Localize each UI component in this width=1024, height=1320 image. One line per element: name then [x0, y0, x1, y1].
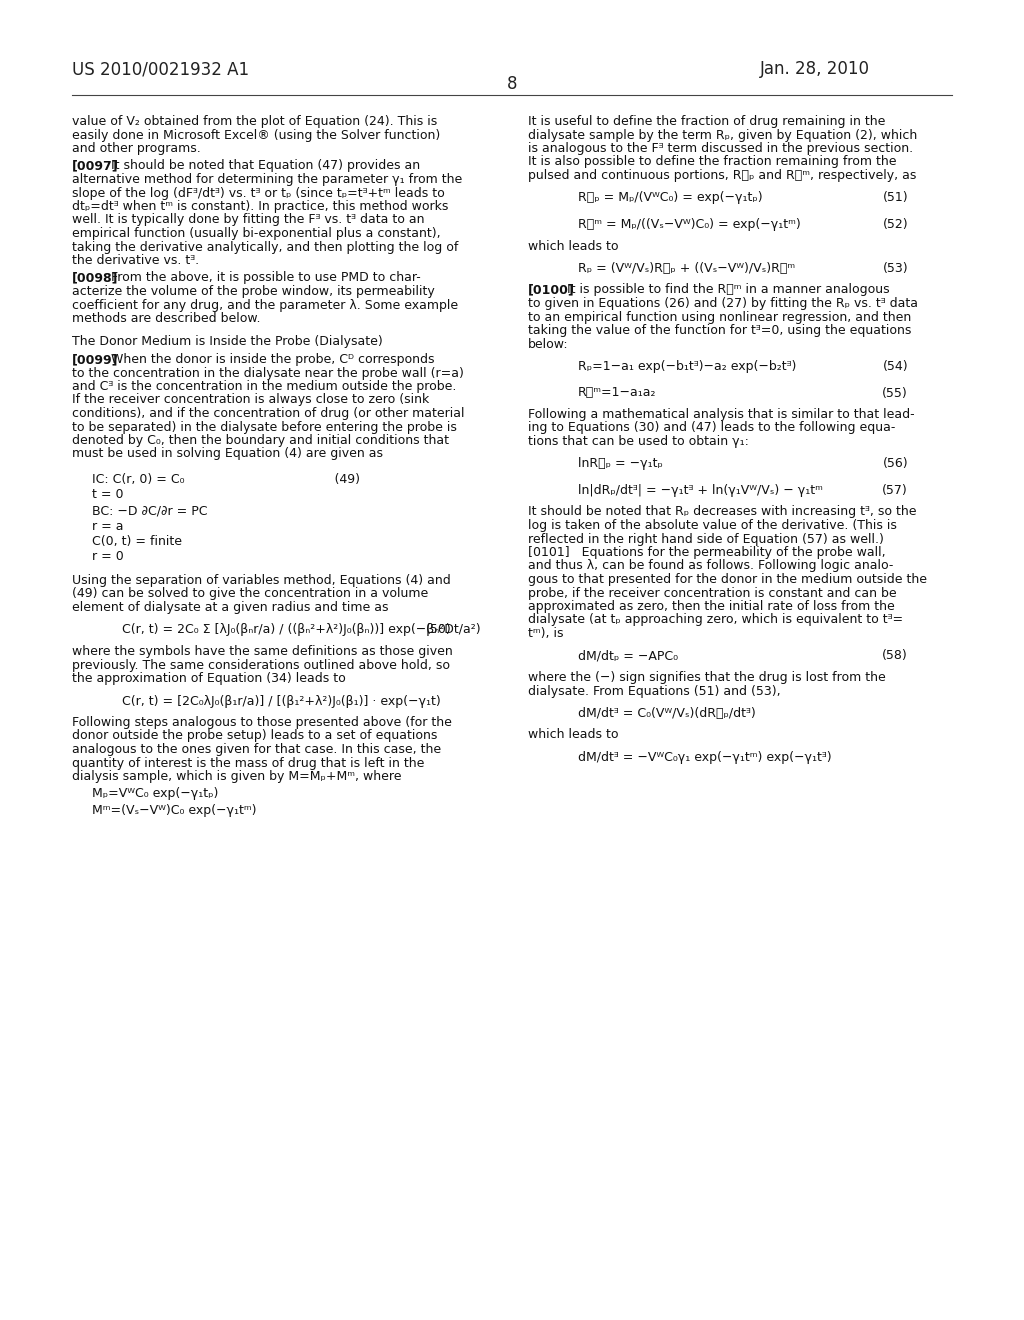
Text: (53): (53): [883, 261, 908, 275]
Text: It should be noted that Rₚ decreases with increasing tᴲ, so the: It should be noted that Rₚ decreases wit…: [528, 506, 916, 519]
Text: is analogous to the Fᴲ term discussed in the previous section.: is analogous to the Fᴲ term discussed in…: [528, 143, 913, 154]
Text: to the concentration in the dialysate near the probe wall (r=a): to the concentration in the dialysate ne…: [72, 367, 464, 380]
Text: and other programs.: and other programs.: [72, 143, 201, 154]
Text: reflected in the right hand side of Equation (57) as well.): reflected in the right hand side of Equa…: [528, 532, 884, 545]
Text: probe, if the receiver concentration is constant and can be: probe, if the receiver concentration is …: [528, 586, 897, 599]
Text: empirical function (usually bi-exponential plus a constant),: empirical function (usually bi-exponenti…: [72, 227, 440, 240]
Text: Mₚ=VᵂC₀ exp(−γ₁tₚ): Mₚ=VᵂC₀ exp(−γ₁tₚ): [92, 788, 218, 800]
Text: It is useful to define the fraction of drug remaining in the: It is useful to define the fraction of d…: [528, 115, 886, 128]
Text: Following steps analogous to those presented above (for the: Following steps analogous to those prese…: [72, 715, 452, 729]
Text: (56): (56): [883, 458, 908, 470]
Text: dM/dtᴲ = C₀(Vᵂ/Vₛ)(dR₟ₚ/dtᴲ): dM/dtᴲ = C₀(Vᵂ/Vₛ)(dR₟ₚ/dtᴲ): [578, 708, 756, 719]
Text: easily done in Microsoft Excel® (using the Solver function): easily done in Microsoft Excel® (using t…: [72, 128, 440, 141]
Text: tions that can be used to obtain γ₁:: tions that can be used to obtain γ₁:: [528, 436, 749, 447]
Text: ln|dRₚ/dtᴲ| = −γ₁tᴲ + ln(γ₁Vᵂ/Vₛ) − γ₁tᵐ: ln|dRₚ/dtᴲ| = −γ₁tᴲ + ln(γ₁Vᵂ/Vₛ) − γ₁tᵐ: [578, 484, 823, 498]
Text: R₟ᵐ = Mₚ/((Vₛ−Vᵂ)C₀) = exp(−γ₁tᵐ): R₟ᵐ = Mₚ/((Vₛ−Vᵂ)C₀) = exp(−γ₁tᵐ): [578, 218, 801, 231]
Text: below:: below:: [528, 338, 568, 351]
Text: C(r, t) = [2C₀λJ₀(β₁r/a)] / [(β₁²+λ²)J₀(β₁)] · exp(−γ₁t): C(r, t) = [2C₀λJ₀(β₁r/a)] / [(β₁²+λ²)J₀(…: [122, 694, 440, 708]
Text: analogous to the ones given for that case. In this case, the: analogous to the ones given for that cas…: [72, 743, 441, 756]
Text: [0098]: [0098]: [72, 272, 119, 285]
Text: Jan. 28, 2010: Jan. 28, 2010: [760, 59, 870, 78]
Text: alternative method for determining the parameter γ₁ from the: alternative method for determining the p…: [72, 173, 462, 186]
Text: IC: C(r, 0) = C₀            (49): IC: C(r, 0) = C₀ (49): [92, 473, 360, 486]
Text: tᵐ), is: tᵐ), is: [528, 627, 563, 640]
Text: [0101]   Equations for the permeability of the probe wall,: [0101] Equations for the permeability of…: [528, 546, 886, 558]
Text: [0097]: [0097]: [72, 160, 119, 173]
Text: (49) can be solved to give the concentration in a volume: (49) can be solved to give the concentra…: [72, 587, 428, 601]
Text: US 2010/0021932 A1: US 2010/0021932 A1: [72, 59, 249, 78]
Text: which leads to: which leads to: [528, 239, 618, 252]
Text: Mᵐ=(Vₛ−Vᵂ)C₀ exp(−γ₁tᵐ): Mᵐ=(Vₛ−Vᵂ)C₀ exp(−γ₁tᵐ): [92, 804, 256, 817]
Text: donor outside the probe setup) leads to a set of equations: donor outside the probe setup) leads to …: [72, 730, 437, 742]
Text: taking the derivative analytically, and then plotting the log of: taking the derivative analytically, and …: [72, 240, 459, 253]
Text: quantity of interest is the mass of drug that is left in the: quantity of interest is the mass of drug…: [72, 756, 424, 770]
Text: dialysate. From Equations (51) and (53),: dialysate. From Equations (51) and (53),: [528, 685, 780, 697]
Text: (52): (52): [883, 218, 908, 231]
Text: element of dialysate at a given radius and time as: element of dialysate at a given radius a…: [72, 601, 388, 614]
Text: ing to Equations (30) and (47) leads to the following equa-: ing to Equations (30) and (47) leads to …: [528, 421, 895, 434]
Text: [0099]: [0099]: [72, 352, 119, 366]
Text: denoted by C₀, then the boundary and initial conditions that: denoted by C₀, then the boundary and ini…: [72, 434, 449, 447]
Text: the approximation of Equation (34) leads to: the approximation of Equation (34) leads…: [72, 672, 346, 685]
Text: t = 0: t = 0: [92, 488, 124, 502]
Text: r = 0: r = 0: [92, 550, 124, 564]
Text: pulsed and continuous portions, R₟ₚ and R₟ᵐ, respectively, as: pulsed and continuous portions, R₟ₚ and …: [528, 169, 916, 182]
Text: (58): (58): [883, 649, 908, 663]
Text: Rₚ = (Vᵂ/Vₛ)R₟ₚ + ((Vₛ−Vᵂ)/Vₛ)R₟ᵐ: Rₚ = (Vᵂ/Vₛ)R₟ₚ + ((Vₛ−Vᵂ)/Vₛ)R₟ᵐ: [578, 261, 795, 275]
Text: dialysate sample by the term Rₚ, given by Equation (2), which: dialysate sample by the term Rₚ, given b…: [528, 128, 918, 141]
Text: log is taken of the absolute value of the derivative. (This is: log is taken of the absolute value of th…: [528, 519, 897, 532]
Text: methods are described below.: methods are described below.: [72, 312, 260, 325]
Text: to be separated) in the dialysate before entering the probe is: to be separated) in the dialysate before…: [72, 421, 457, 433]
Text: R₟ₚ = Mₚ/(VᵂC₀) = exp(−γ₁tₚ): R₟ₚ = Mₚ/(VᵂC₀) = exp(−γ₁tₚ): [578, 191, 763, 205]
Text: (54): (54): [883, 360, 908, 374]
Text: When the donor is inside the probe, Cᴰ corresponds: When the donor is inside the probe, Cᴰ c…: [111, 352, 434, 366]
Text: It should be noted that Equation (47) provides an: It should be noted that Equation (47) pr…: [111, 160, 420, 173]
Text: must be used in solving Equation (4) are given as: must be used in solving Equation (4) are…: [72, 447, 383, 461]
Text: (51): (51): [883, 191, 908, 205]
Text: where the (−) sign signifies that the drug is lost from the: where the (−) sign signifies that the dr…: [528, 671, 886, 684]
Text: [0100]: [0100]: [528, 284, 574, 297]
Text: It is possible to find the R₟ᵐ in a manner analogous: It is possible to find the R₟ᵐ in a mann…: [567, 284, 890, 297]
Text: previously. The same considerations outlined above hold, so: previously. The same considerations outl…: [72, 659, 450, 672]
Text: dialysis sample, which is given by M=Mₚ+Mᵐ, where: dialysis sample, which is given by M=Mₚ+…: [72, 770, 401, 783]
Text: C(0, t) = finite: C(0, t) = finite: [92, 535, 182, 548]
Text: acterize the volume of the probe window, its permeability: acterize the volume of the probe window,…: [72, 285, 435, 298]
Text: The Donor Medium is Inside the Probe (Dialysate): The Donor Medium is Inside the Probe (Di…: [72, 334, 383, 347]
Text: R₟ᵐ=1−a₁a₂: R₟ᵐ=1−a₁a₂: [578, 387, 656, 400]
Text: (55): (55): [883, 387, 908, 400]
Text: From the above, it is possible to use PMD to char-: From the above, it is possible to use PM…: [111, 272, 421, 285]
Text: to given in Equations (26) and (27) by fitting the Rₚ vs. tᴲ data: to given in Equations (26) and (27) by f…: [528, 297, 918, 310]
Text: Following a mathematical analysis that is similar to that lead-: Following a mathematical analysis that i…: [528, 408, 914, 421]
Text: gous to that presented for the donor in the medium outside the: gous to that presented for the donor in …: [528, 573, 927, 586]
Text: coefficient for any drug, and the parameter λ. Some example: coefficient for any drug, and the parame…: [72, 298, 458, 312]
Text: slope of the log (dFᴲ/dtᴲ) vs. tᴲ or tₚ (since tₚ=tᴲ+tᵐ leads to: slope of the log (dFᴲ/dtᴲ) vs. tᴲ or tₚ …: [72, 186, 444, 199]
Text: lnR₟ₚ = −γ₁tₚ: lnR₟ₚ = −γ₁tₚ: [578, 458, 663, 470]
Text: (57): (57): [883, 484, 908, 498]
Text: value of V₂ obtained from the plot of Equation (24). This is: value of V₂ obtained from the plot of Eq…: [72, 115, 437, 128]
Text: conditions), and if the concentration of drug (or other material: conditions), and if the concentration of…: [72, 407, 465, 420]
Text: dM/dtᴲ = −VᵂC₀γ₁ exp(−γ₁tᵐ) exp(−γ₁tᴲ): dM/dtᴲ = −VᵂC₀γ₁ exp(−γ₁tᵐ) exp(−γ₁tᴲ): [578, 751, 831, 764]
Text: 8: 8: [507, 75, 517, 92]
Text: taking the value of the function for tᴲ=0, using the equations: taking the value of the function for tᴲ=…: [528, 323, 911, 337]
Text: dM/dtₚ = −APC₀: dM/dtₚ = −APC₀: [578, 649, 678, 663]
Text: approximated as zero, then the initial rate of loss from the: approximated as zero, then the initial r…: [528, 601, 895, 612]
Text: dtₚ=dtᴲ when tᵐ is constant). In practice, this method works: dtₚ=dtᴲ when tᵐ is constant). In practic…: [72, 201, 449, 213]
Text: and thus λ, can be found as follows. Following logic analo-: and thus λ, can be found as follows. Fol…: [528, 560, 893, 573]
Text: where the symbols have the same definitions as those given: where the symbols have the same definiti…: [72, 645, 453, 657]
Text: and Cᴲ is the concentration in the medium outside the probe.: and Cᴲ is the concentration in the mediu…: [72, 380, 457, 393]
Text: C(r, t) = 2C₀ Σ [λJ₀(βₙr/a) / ((βₙ²+λ²)J₀(βₙ))] exp(−βₙ²Dt/a²): C(r, t) = 2C₀ Σ [λJ₀(βₙr/a) / ((βₙ²+λ²)J…: [122, 623, 480, 636]
Text: well. It is typically done by fitting the Fᴲ vs. tᴲ data to an: well. It is typically done by fitting th…: [72, 214, 425, 227]
Text: which leads to: which leads to: [528, 729, 618, 742]
Text: BC: −D ∂C/∂r = PC: BC: −D ∂C/∂r = PC: [92, 504, 208, 517]
Text: dialysate (at tₚ approaching zero, which is equivalent to tᴲ=: dialysate (at tₚ approaching zero, which…: [528, 614, 903, 627]
Text: (50): (50): [426, 623, 452, 636]
Text: Rₚ=1−a₁ exp(−b₁tᴲ)−a₂ exp(−b₂tᴲ): Rₚ=1−a₁ exp(−b₁tᴲ)−a₂ exp(−b₂tᴲ): [578, 360, 797, 374]
Text: r = a: r = a: [92, 520, 124, 532]
Text: It is also possible to define the fraction remaining from the: It is also possible to define the fracti…: [528, 156, 896, 169]
Text: Using the separation of variables method, Equations (4) and: Using the separation of variables method…: [72, 574, 451, 587]
Text: to an empirical function using nonlinear regression, and then: to an empirical function using nonlinear…: [528, 310, 911, 323]
Text: the derivative vs. tᴲ.: the derivative vs. tᴲ.: [72, 253, 199, 267]
Text: If the receiver concentration is always close to zero (sink: If the receiver concentration is always …: [72, 393, 429, 407]
